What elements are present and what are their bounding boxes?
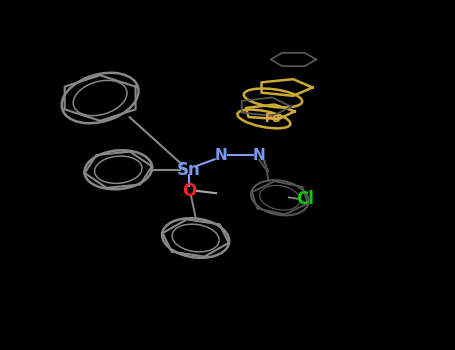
- Text: Cl: Cl: [296, 190, 314, 209]
- Text: N: N: [214, 148, 227, 163]
- Text: Sn: Sn: [177, 161, 201, 179]
- Text: N: N: [253, 148, 266, 163]
- Text: Fe: Fe: [265, 112, 281, 126]
- Text: O: O: [182, 182, 196, 200]
